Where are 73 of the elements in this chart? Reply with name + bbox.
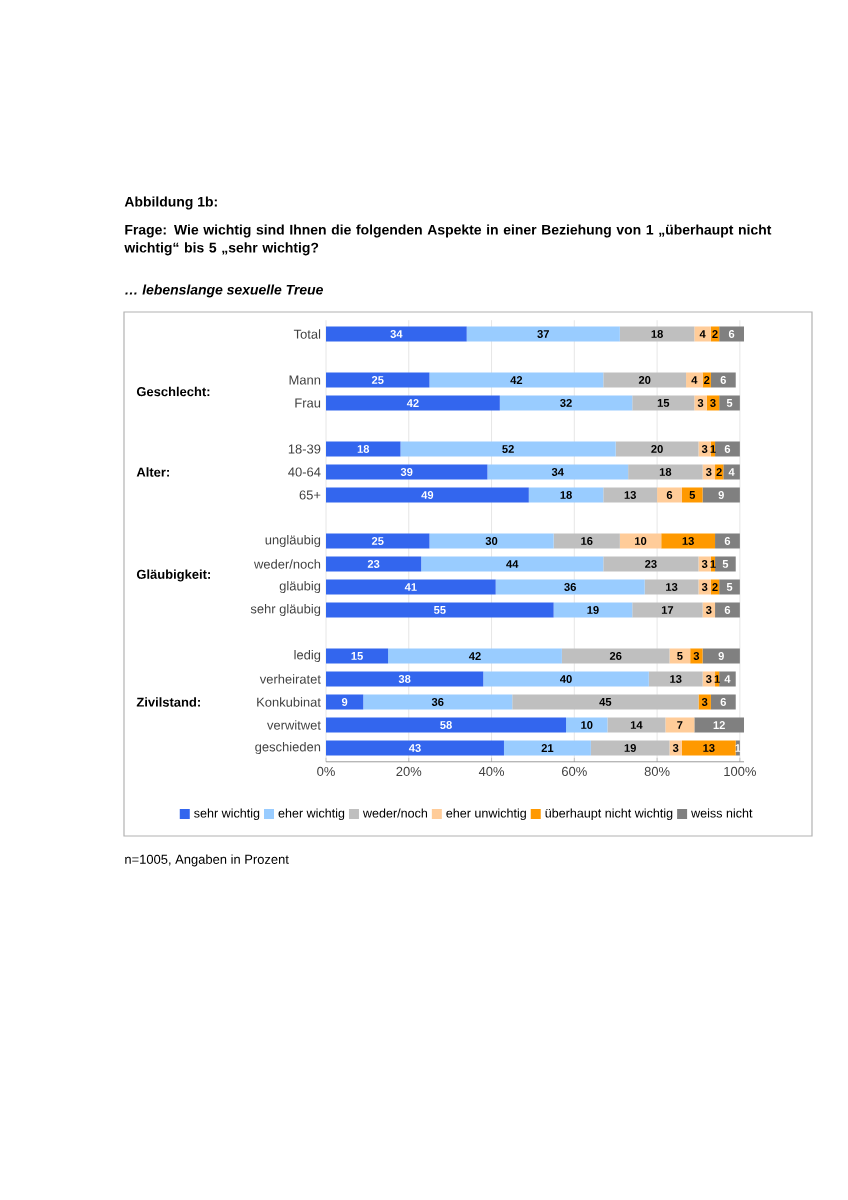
bar [326, 602, 554, 618]
bar [400, 441, 616, 457]
bar [590, 740, 670, 756]
bar [553, 533, 620, 549]
bar [603, 487, 658, 503]
bar [686, 372, 703, 388]
bar [648, 671, 703, 687]
bar [719, 579, 740, 595]
bar [619, 326, 695, 342]
bar [326, 395, 500, 411]
bar [553, 602, 633, 618]
bar [566, 717, 608, 733]
bar [661, 533, 716, 549]
bar [710, 372, 736, 388]
bar [644, 579, 699, 595]
bar [698, 579, 711, 595]
bar [657, 487, 682, 503]
bar [619, 533, 662, 549]
bar [710, 694, 736, 710]
bar [632, 395, 695, 411]
bar [326, 648, 389, 664]
bar [528, 487, 604, 503]
bar [698, 556, 711, 572]
bar [690, 648, 703, 664]
bar [603, 372, 687, 388]
bar [495, 579, 645, 595]
bar [326, 487, 529, 503]
bar [483, 671, 649, 687]
bar [561, 648, 670, 664]
bar [719, 326, 745, 342]
bar [512, 694, 699, 710]
bar [326, 579, 496, 595]
bar [326, 694, 364, 710]
bar [326, 372, 430, 388]
bar [326, 326, 467, 342]
bar [326, 533, 430, 549]
bar [694, 326, 711, 342]
bar [487, 464, 629, 480]
bar [694, 395, 707, 411]
bar [326, 671, 484, 687]
bar [715, 556, 736, 572]
bar [715, 533, 740, 549]
bar [499, 395, 633, 411]
bar [363, 694, 513, 710]
bar [702, 487, 740, 503]
bar [326, 464, 488, 480]
bar [326, 740, 504, 756]
bar [429, 533, 554, 549]
bar [388, 648, 562, 664]
bar [628, 464, 703, 480]
bar [632, 602, 703, 618]
bar [503, 740, 591, 756]
bar [698, 694, 711, 710]
bar [719, 671, 736, 687]
bar [326, 441, 401, 457]
bar [603, 556, 699, 572]
bar [681, 487, 703, 503]
bar [698, 441, 711, 457]
bar [421, 556, 604, 572]
bar [607, 717, 666, 733]
bar [723, 464, 740, 480]
bar [429, 372, 604, 388]
bar [326, 717, 567, 733]
bar [466, 326, 620, 342]
bar [681, 740, 736, 756]
bar [694, 717, 745, 733]
bar [702, 648, 740, 664]
bar [615, 441, 699, 457]
bar [326, 556, 422, 572]
bar [719, 395, 740, 411]
bar [665, 717, 695, 733]
bar [715, 441, 740, 457]
bar [715, 602, 740, 618]
